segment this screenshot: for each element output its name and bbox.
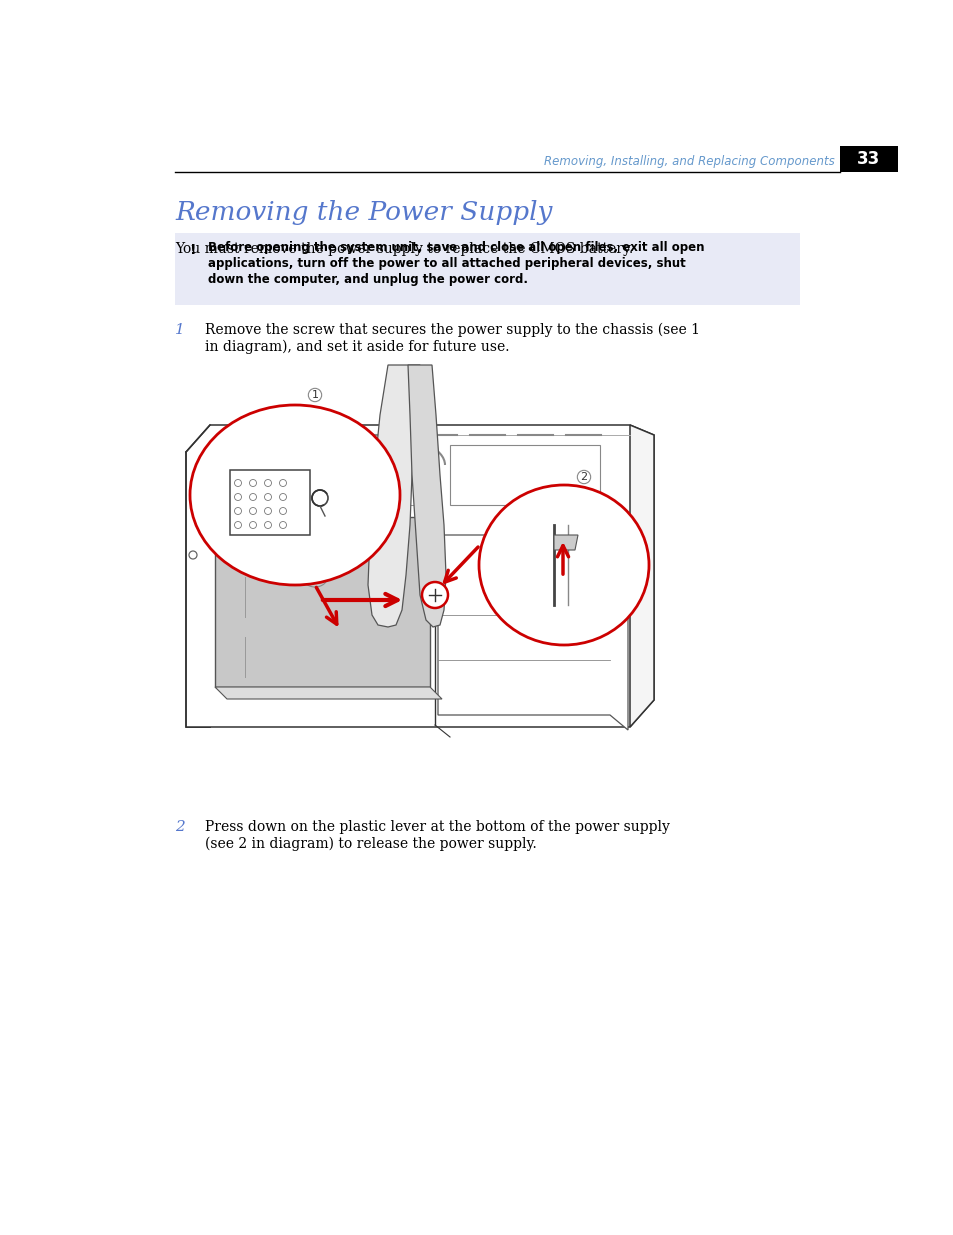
Text: down the computer, and unplug the power cord.: down the computer, and unplug the power … bbox=[208, 273, 527, 287]
Text: 33: 33 bbox=[857, 149, 880, 168]
Polygon shape bbox=[368, 366, 419, 627]
Text: (see 2 in diagram) to release the power supply.: (see 2 in diagram) to release the power … bbox=[205, 837, 537, 851]
Polygon shape bbox=[186, 425, 654, 727]
Text: Press down on the plastic lever at the bottom of the power supply: Press down on the plastic lever at the b… bbox=[205, 820, 669, 834]
Text: Before opening the system unit, save and close all open files, exit all open: Before opening the system unit, save and… bbox=[208, 241, 703, 254]
Ellipse shape bbox=[190, 405, 399, 585]
Text: in diagram), and set it aside for future use.: in diagram), and set it aside for future… bbox=[205, 340, 509, 354]
Text: Removing the Power Supply: Removing the Power Supply bbox=[174, 200, 552, 225]
Polygon shape bbox=[214, 687, 441, 699]
Text: Removing, Installing, and Replacing Components: Removing, Installing, and Replacing Comp… bbox=[543, 156, 834, 168]
Text: You must remove the power supply to replace the CMOS battery.: You must remove the power supply to repl… bbox=[174, 242, 633, 256]
Polygon shape bbox=[437, 535, 627, 730]
Text: 2: 2 bbox=[174, 820, 185, 834]
Text: !: ! bbox=[190, 243, 196, 257]
Text: 1: 1 bbox=[312, 390, 318, 400]
Text: applications, turn off the power to all attached peripheral devices, shut: applications, turn off the power to all … bbox=[208, 257, 685, 270]
FancyBboxPatch shape bbox=[230, 471, 310, 535]
Polygon shape bbox=[629, 425, 654, 727]
Polygon shape bbox=[408, 366, 446, 627]
Polygon shape bbox=[450, 445, 599, 505]
FancyBboxPatch shape bbox=[840, 146, 897, 172]
Ellipse shape bbox=[478, 485, 648, 645]
Polygon shape bbox=[214, 517, 430, 687]
Circle shape bbox=[421, 582, 448, 608]
Text: Remove the screw that secures the power supply to the chassis (see 1: Remove the screw that secures the power … bbox=[205, 324, 700, 337]
Text: 1: 1 bbox=[174, 324, 185, 337]
FancyBboxPatch shape bbox=[174, 233, 800, 305]
Polygon shape bbox=[554, 535, 578, 550]
Text: 2: 2 bbox=[579, 472, 587, 482]
